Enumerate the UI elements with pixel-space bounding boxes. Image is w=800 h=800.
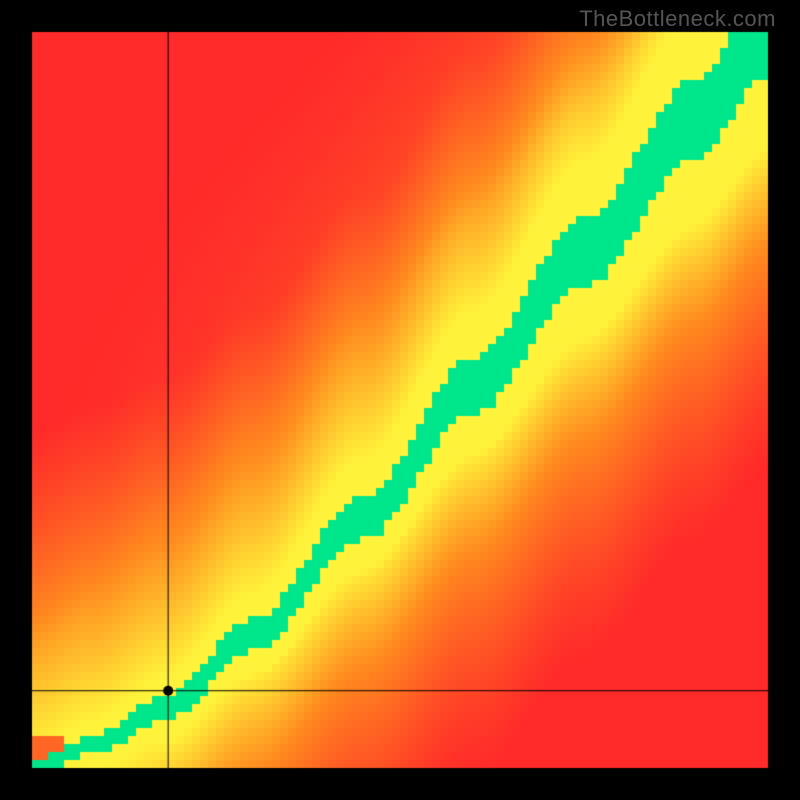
watermark-text: TheBottleneck.com (579, 6, 776, 32)
bottleneck-heatmap (0, 0, 800, 800)
chart-container: TheBottleneck.com (0, 0, 800, 800)
